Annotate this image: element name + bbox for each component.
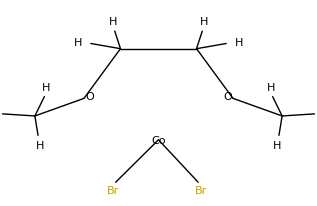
Text: Br: Br (195, 186, 207, 195)
Text: O: O (223, 92, 232, 102)
Text: H: H (36, 140, 44, 150)
Text: H: H (235, 38, 243, 48)
Text: H: H (109, 17, 117, 27)
Text: H: H (42, 83, 50, 93)
Text: H: H (273, 140, 281, 150)
Text: H: H (200, 17, 208, 27)
Text: H: H (74, 38, 82, 48)
Text: O: O (85, 92, 94, 102)
Text: H: H (267, 83, 275, 93)
Text: Co: Co (151, 135, 166, 145)
Text: Br: Br (107, 186, 119, 195)
